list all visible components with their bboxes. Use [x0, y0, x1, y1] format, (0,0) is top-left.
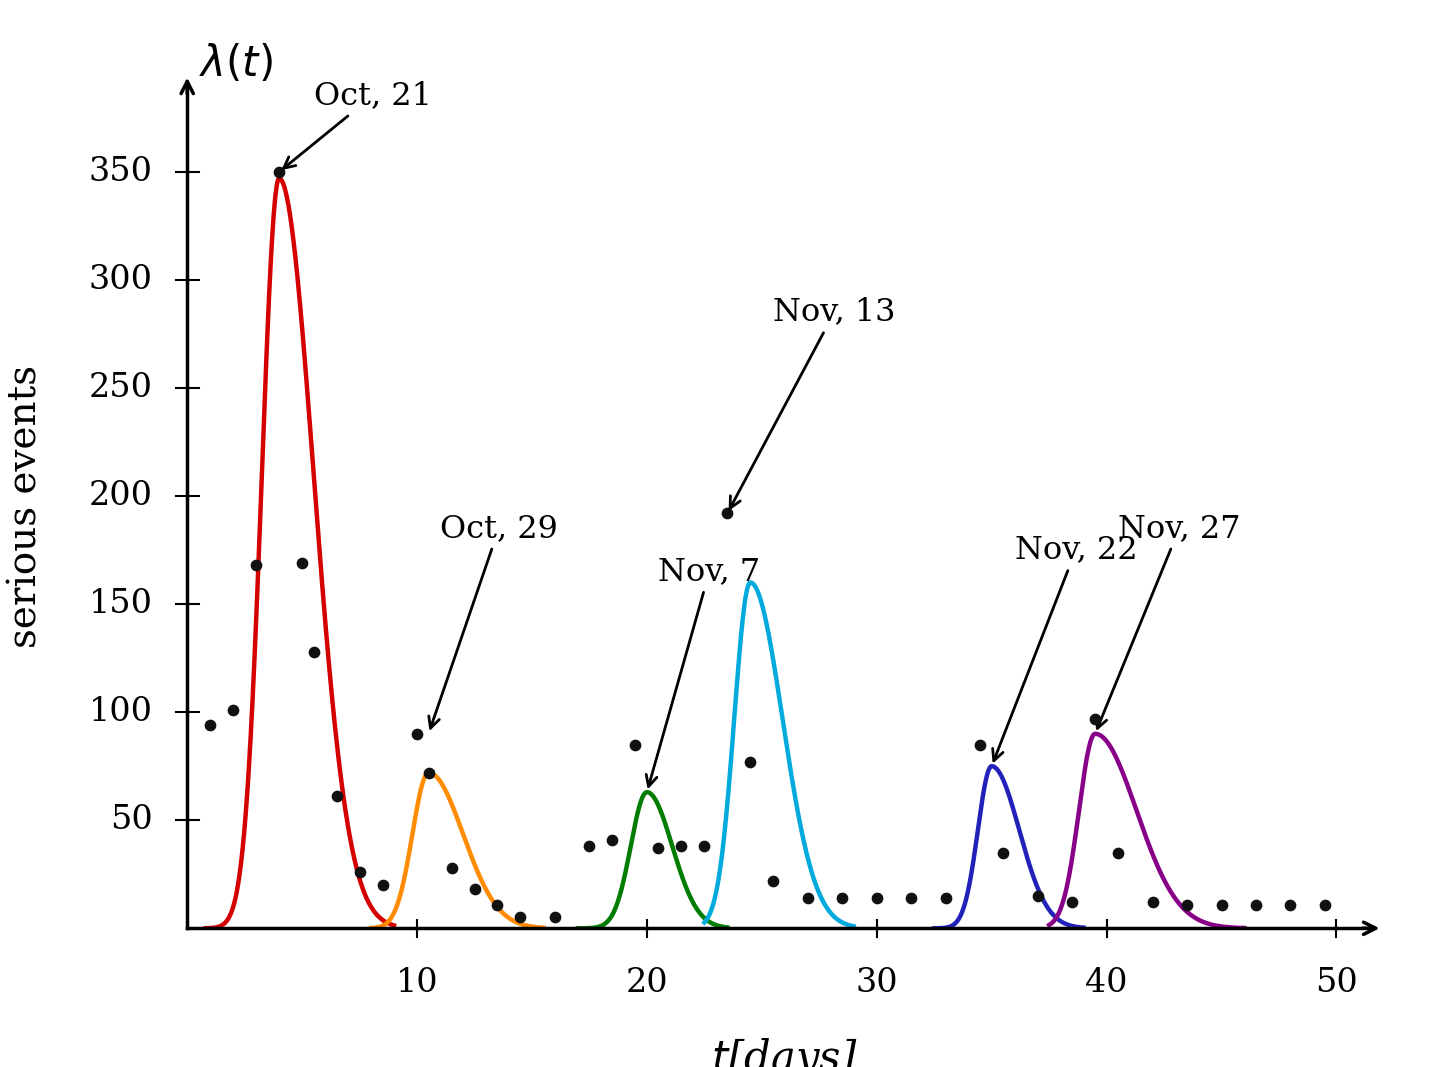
Text: serious events: serious events: [7, 365, 45, 649]
Point: [935, 890, 958, 907]
Text: 250: 250: [89, 372, 153, 404]
Point: [716, 505, 739, 522]
Point: [406, 726, 429, 743]
Point: [543, 909, 566, 926]
Text: $\lambda(t)$: $\lambda(t)$: [199, 43, 272, 85]
Point: [302, 643, 325, 660]
Point: [508, 909, 531, 926]
Point: [1140, 894, 1164, 911]
Point: [418, 764, 441, 781]
Point: [245, 557, 268, 574]
Point: [670, 838, 693, 855]
Point: [647, 840, 670, 857]
Point: [600, 831, 624, 848]
Point: [1175, 896, 1198, 913]
Point: [1061, 894, 1084, 911]
Text: Oct, 29: Oct, 29: [429, 512, 557, 729]
Point: [1210, 896, 1233, 913]
Text: 40: 40: [1086, 967, 1128, 999]
Text: 100: 100: [89, 696, 153, 728]
Point: [762, 872, 785, 889]
Point: [199, 717, 222, 734]
Point: [992, 844, 1015, 861]
Point: [348, 863, 372, 880]
Text: 200: 200: [89, 480, 153, 512]
Point: [268, 163, 291, 180]
Point: [1279, 896, 1302, 913]
Text: 20: 20: [625, 967, 668, 999]
Text: Nov, 27: Nov, 27: [1096, 512, 1241, 729]
Text: $t$[days]: $t$[days]: [711, 1036, 858, 1067]
Text: 10: 10: [396, 967, 438, 999]
Point: [693, 838, 716, 855]
Point: [291, 555, 314, 572]
Point: [1313, 896, 1336, 913]
Point: [485, 896, 508, 913]
Text: 350: 350: [89, 156, 153, 188]
Text: 50: 50: [109, 805, 153, 837]
Point: [372, 876, 395, 893]
Point: [441, 859, 464, 876]
Text: 300: 300: [89, 264, 153, 296]
Point: [739, 753, 762, 770]
Point: [624, 736, 647, 753]
Point: [1083, 711, 1106, 728]
Point: [1027, 888, 1050, 905]
Point: [796, 890, 819, 907]
Point: [1244, 896, 1267, 913]
Text: Nov, 13: Nov, 13: [730, 297, 896, 508]
Text: Nov, 22: Nov, 22: [992, 535, 1138, 761]
Point: [831, 890, 854, 907]
Point: [577, 838, 600, 855]
Point: [865, 890, 888, 907]
Point: [325, 787, 348, 805]
Point: [900, 890, 923, 907]
Point: [969, 736, 992, 753]
Point: [1106, 844, 1129, 861]
Text: 50: 50: [1315, 967, 1358, 999]
Text: Oct, 21: Oct, 21: [284, 80, 432, 169]
Text: 150: 150: [89, 588, 153, 620]
Text: Nov, 7: Nov, 7: [647, 556, 760, 786]
Point: [464, 881, 487, 898]
Point: [222, 701, 245, 718]
Text: 30: 30: [855, 967, 899, 999]
